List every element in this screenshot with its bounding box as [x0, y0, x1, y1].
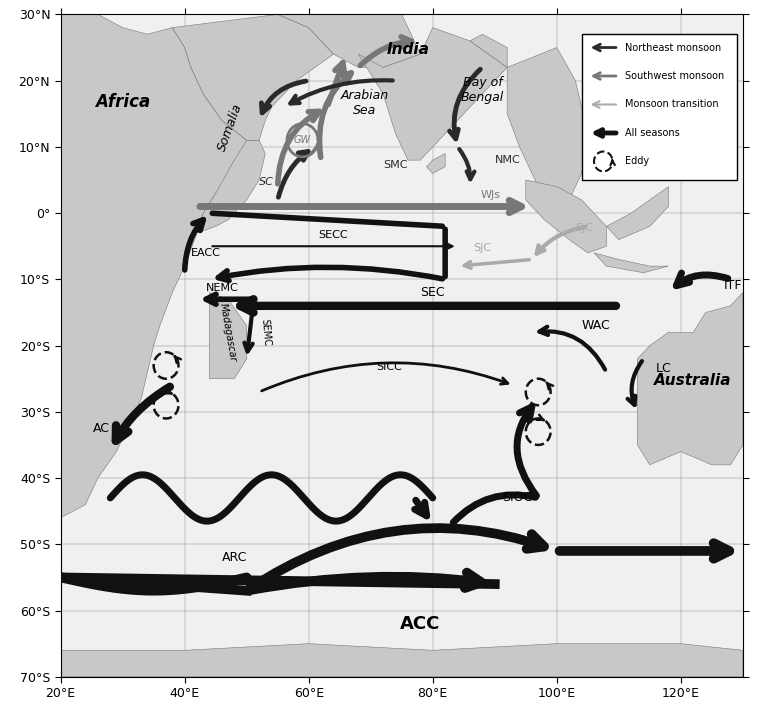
Polygon shape [427, 153, 445, 174]
Text: Australia: Australia [654, 374, 732, 388]
Text: India: India [387, 42, 429, 57]
Text: ITF: ITF [724, 279, 743, 292]
Text: GW: GW [294, 135, 311, 145]
Polygon shape [359, 27, 507, 160]
Polygon shape [637, 292, 743, 465]
Text: ACC: ACC [400, 615, 440, 633]
Text: EACC: EACC [191, 248, 221, 258]
Text: Northeast monsoon: Northeast monsoon [625, 42, 722, 53]
Text: Bay of
Bengal: Bay of Bengal [461, 76, 504, 104]
Text: All seasons: All seasons [625, 128, 680, 138]
Polygon shape [61, 644, 743, 677]
Polygon shape [606, 186, 669, 240]
Text: WAC: WAC [581, 320, 610, 333]
Text: AC: AC [93, 422, 110, 435]
Text: SICC: SICC [377, 362, 402, 372]
Bar [581, 35, 737, 180]
Text: SC: SC [259, 176, 274, 186]
Text: WJs: WJs [481, 190, 501, 200]
Text: SJC: SJC [473, 243, 491, 253]
Polygon shape [172, 14, 334, 140]
Text: NMC: NMC [495, 155, 521, 165]
Text: NEMC: NEMC [205, 283, 238, 292]
Polygon shape [470, 35, 507, 68]
Text: Eddy: Eddy [625, 156, 649, 166]
Polygon shape [526, 180, 606, 253]
Polygon shape [61, 14, 259, 518]
Text: SJC: SJC [575, 223, 594, 233]
Text: SECC: SECC [318, 230, 349, 240]
Polygon shape [507, 48, 587, 207]
Text: LC: LC [656, 362, 672, 375]
Text: Southwest monsoon: Southwest monsoon [625, 71, 724, 81]
Polygon shape [594, 253, 669, 273]
Polygon shape [277, 14, 421, 68]
Text: SEMC: SEMC [259, 318, 271, 346]
Text: Arabian
Sea: Arabian Sea [340, 89, 389, 117]
Text: Monsoon transition: Monsoon transition [625, 99, 719, 109]
Text: SEC: SEC [421, 287, 445, 300]
Text: ARC: ARC [221, 551, 247, 564]
Polygon shape [197, 140, 265, 233]
Text: SIOC: SIOC [502, 491, 532, 504]
Text: Africa: Africa [95, 93, 150, 111]
Text: Madagascar: Madagascar [218, 302, 238, 362]
Text: SMC: SMC [384, 160, 408, 170]
Polygon shape [209, 292, 246, 379]
Text: Somalia: Somalia [216, 102, 245, 153]
